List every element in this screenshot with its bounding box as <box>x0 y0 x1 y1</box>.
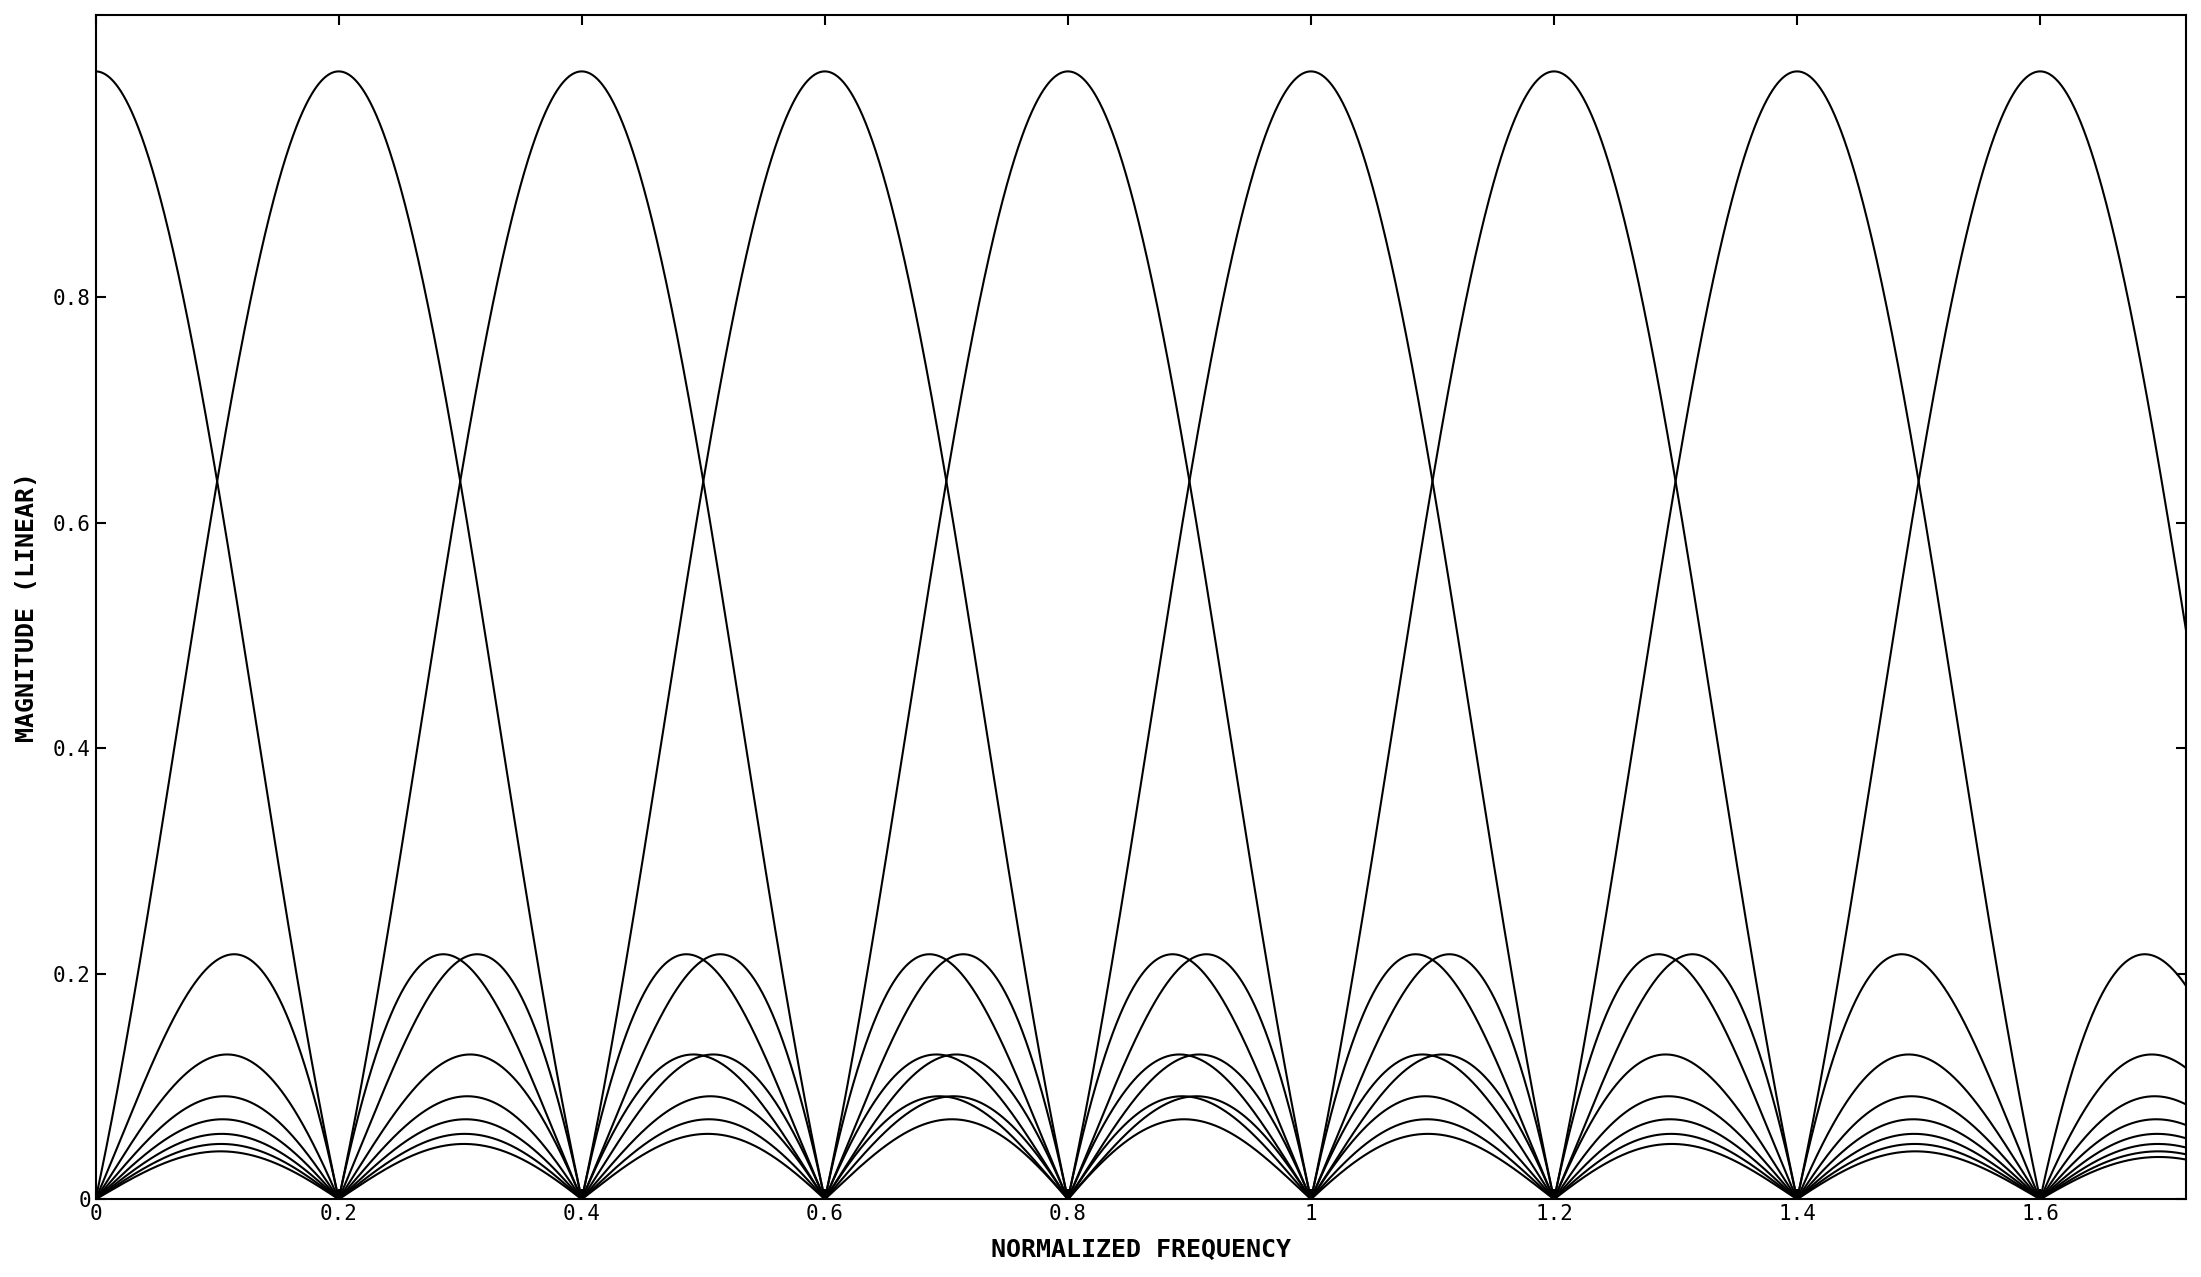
Y-axis label: MAGNITUDE (LINEAR): MAGNITUDE (LINEAR) <box>15 472 40 742</box>
X-axis label: NORMALIZED FREQUENCY: NORMALIZED FREQUENCY <box>990 1237 1290 1262</box>
